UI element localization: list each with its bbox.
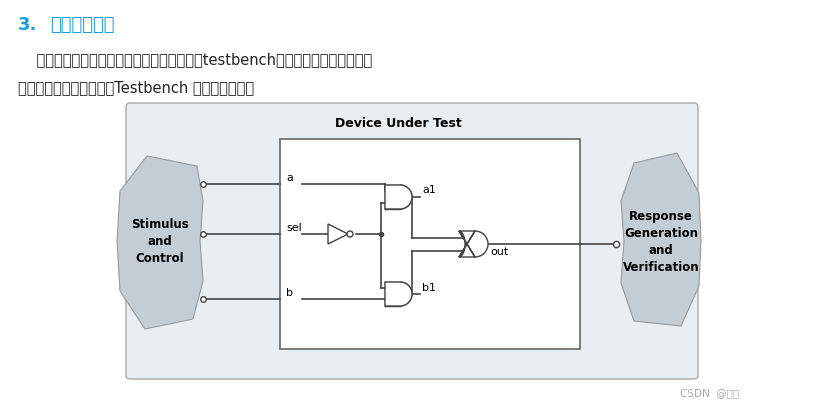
FancyBboxPatch shape	[280, 140, 580, 349]
Text: Device Under Test: Device Under Test	[335, 117, 461, 130]
Text: a: a	[286, 173, 293, 183]
Polygon shape	[621, 154, 701, 326]
Text: b: b	[286, 287, 293, 297]
Text: b1: b1	[422, 282, 436, 292]
Text: 3.: 3.	[18, 16, 37, 34]
Text: Stimulus
and
Control: Stimulus and Control	[131, 218, 189, 265]
Text: 入信号必须从外部提供。Testbench 大致结构如下：: 入信号必须从外部提供。Testbench 大致结构如下：	[18, 80, 254, 95]
Text: a1: a1	[422, 185, 436, 195]
Text: Response
Generation
and
Verification: Response Generation and Verification	[623, 209, 700, 273]
FancyBboxPatch shape	[385, 282, 400, 306]
Text: sel: sel	[286, 223, 302, 233]
Polygon shape	[328, 224, 348, 244]
Polygon shape	[385, 282, 412, 306]
FancyBboxPatch shape	[126, 104, 698, 379]
Text: out: out	[490, 247, 508, 256]
Polygon shape	[385, 185, 412, 209]
Polygon shape	[117, 157, 203, 329]
Polygon shape	[459, 231, 488, 257]
FancyBboxPatch shape	[385, 185, 400, 209]
Text: 编写验证代码: 编写验证代码	[50, 16, 115, 34]
Circle shape	[347, 231, 353, 237]
Text: 要验证设计部分正确性，需要另外编写一段testbench代码，因为设计代码的输: 要验证设计部分正确性，需要另外编写一段testbench代码，因为设计代码的输	[18, 52, 372, 67]
Text: CSDN  @移知: CSDN @移知	[680, 387, 739, 397]
